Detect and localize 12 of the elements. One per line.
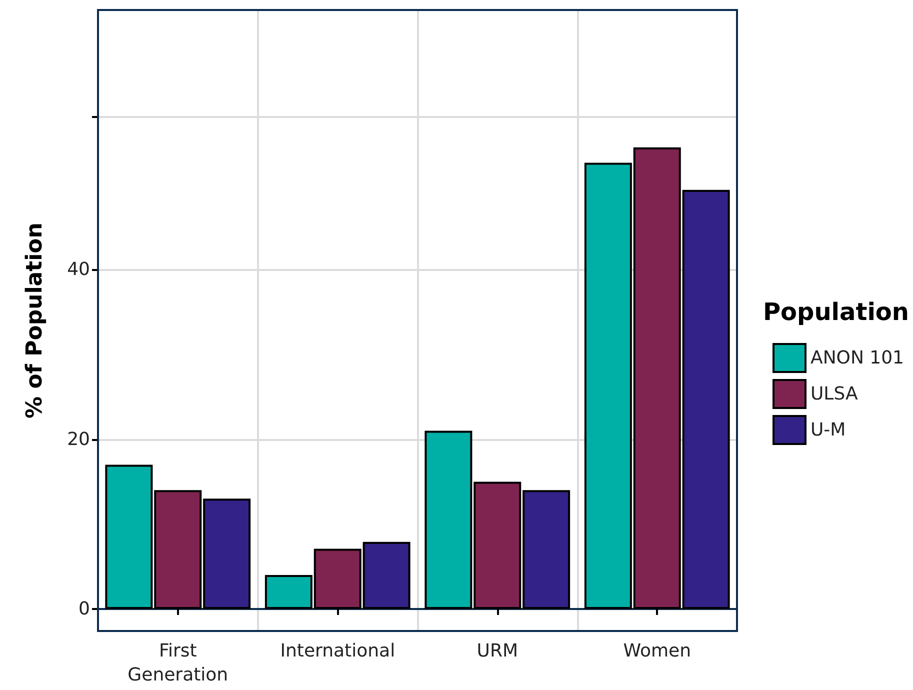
- y-tick-label: 0: [78, 598, 90, 620]
- x-tick-label: URM: [476, 640, 518, 662]
- x-tick-label: Women: [623, 640, 692, 662]
- legend-label: ULSA: [810, 384, 858, 404]
- legend-title: Population: [762, 298, 910, 326]
- x-tick-label: International: [280, 640, 396, 662]
- y-tick-label: 20: [67, 428, 90, 450]
- x-tick-label: First Generation: [128, 640, 228, 686]
- y-axis-title: % of Population: [22, 222, 48, 418]
- y-tick-label: 40: [67, 259, 90, 280]
- legend-label: U-M: [810, 420, 846, 440]
- legend-label: ANON 101: [810, 348, 904, 368]
